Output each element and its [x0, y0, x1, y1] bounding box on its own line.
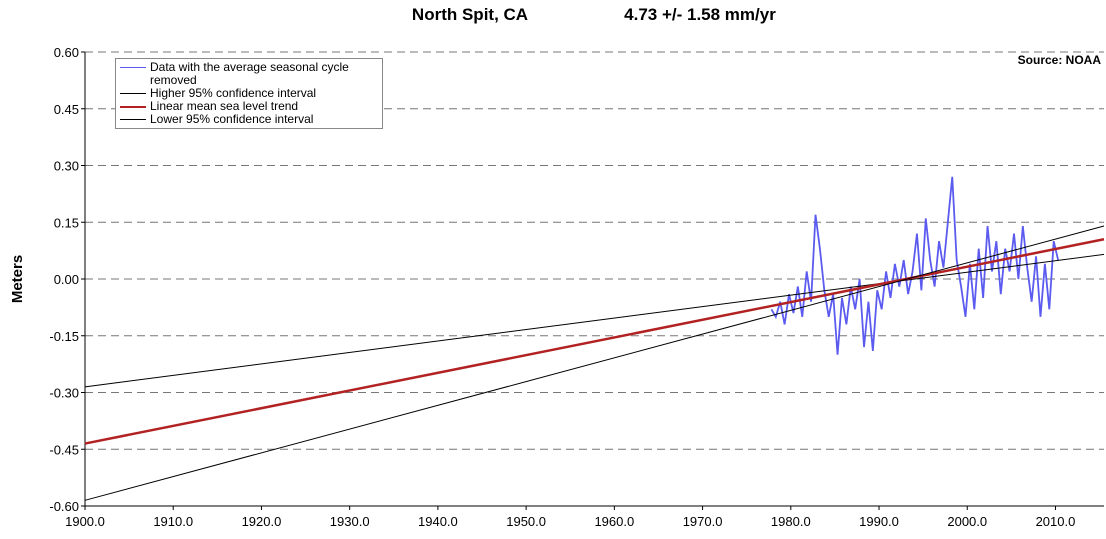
x-tick-label: 1970.0	[683, 514, 723, 529]
x-tick-label: 1950.0	[506, 514, 546, 529]
y-tick-label: -0.60	[49, 499, 79, 514]
x-tick-label: 1990.0	[859, 514, 899, 529]
y-tick-label: 0.15	[54, 215, 79, 230]
legend-label: Higher 95% confidence interval	[150, 86, 317, 100]
series-line	[84, 225, 1105, 501]
y-tick-label: 0.30	[54, 159, 79, 174]
x-tick-label: 2010.0	[1036, 514, 1076, 529]
legend: Data with the average seasonal cycle rem…	[115, 58, 383, 129]
x-tick-label: 1940.0	[418, 514, 458, 529]
legend-entry: Linear mean sea level trend	[120, 100, 378, 113]
y-tick-label: -0.15	[49, 329, 79, 344]
series-line	[84, 253, 1105, 388]
x-tick-label: 1930.0	[330, 514, 370, 529]
x-tick-label: 1980.0	[771, 514, 811, 529]
legend-label: Data with the average seasonal cycle rem…	[150, 60, 349, 87]
x-tick-label: 2000.0	[947, 514, 987, 529]
y-tick-label: 0.60	[54, 45, 79, 60]
legend-swatch	[120, 67, 146, 68]
legend-label: Lower 95% confidence interval	[150, 112, 314, 126]
legend-swatch	[120, 106, 146, 108]
legend-swatch	[120, 119, 146, 120]
legend-swatch	[120, 93, 146, 94]
y-axis-label: Meters	[9, 255, 26, 303]
x-tick-label: 1920.0	[242, 514, 282, 529]
y-tick-label: -0.30	[49, 386, 79, 401]
series-line	[84, 238, 1105, 445]
legend-entry: Data with the average seasonal cycle rem…	[120, 61, 378, 87]
series-line	[770, 176, 1059, 355]
legend-entry: Higher 95% confidence interval	[120, 87, 378, 100]
y-tick-label: -0.45	[49, 442, 79, 457]
chart-title: North Spit, CA	[412, 5, 528, 24]
x-tick-label: 1900.0	[65, 514, 105, 529]
legend-label: Linear mean sea level trend	[150, 99, 299, 113]
source-note: Source: NOAA	[1018, 53, 1102, 67]
chart-subtitle: 4.73 +/- 1.58 mm/yr	[624, 5, 776, 24]
y-tick-label: 0.45	[54, 102, 79, 117]
x-tick-label: 1960.0	[594, 514, 634, 529]
x-tick-label: 1910.0	[153, 514, 193, 529]
y-tick-label: 0.00	[54, 272, 79, 287]
legend-entry: Lower 95% confidence interval	[120, 113, 378, 126]
